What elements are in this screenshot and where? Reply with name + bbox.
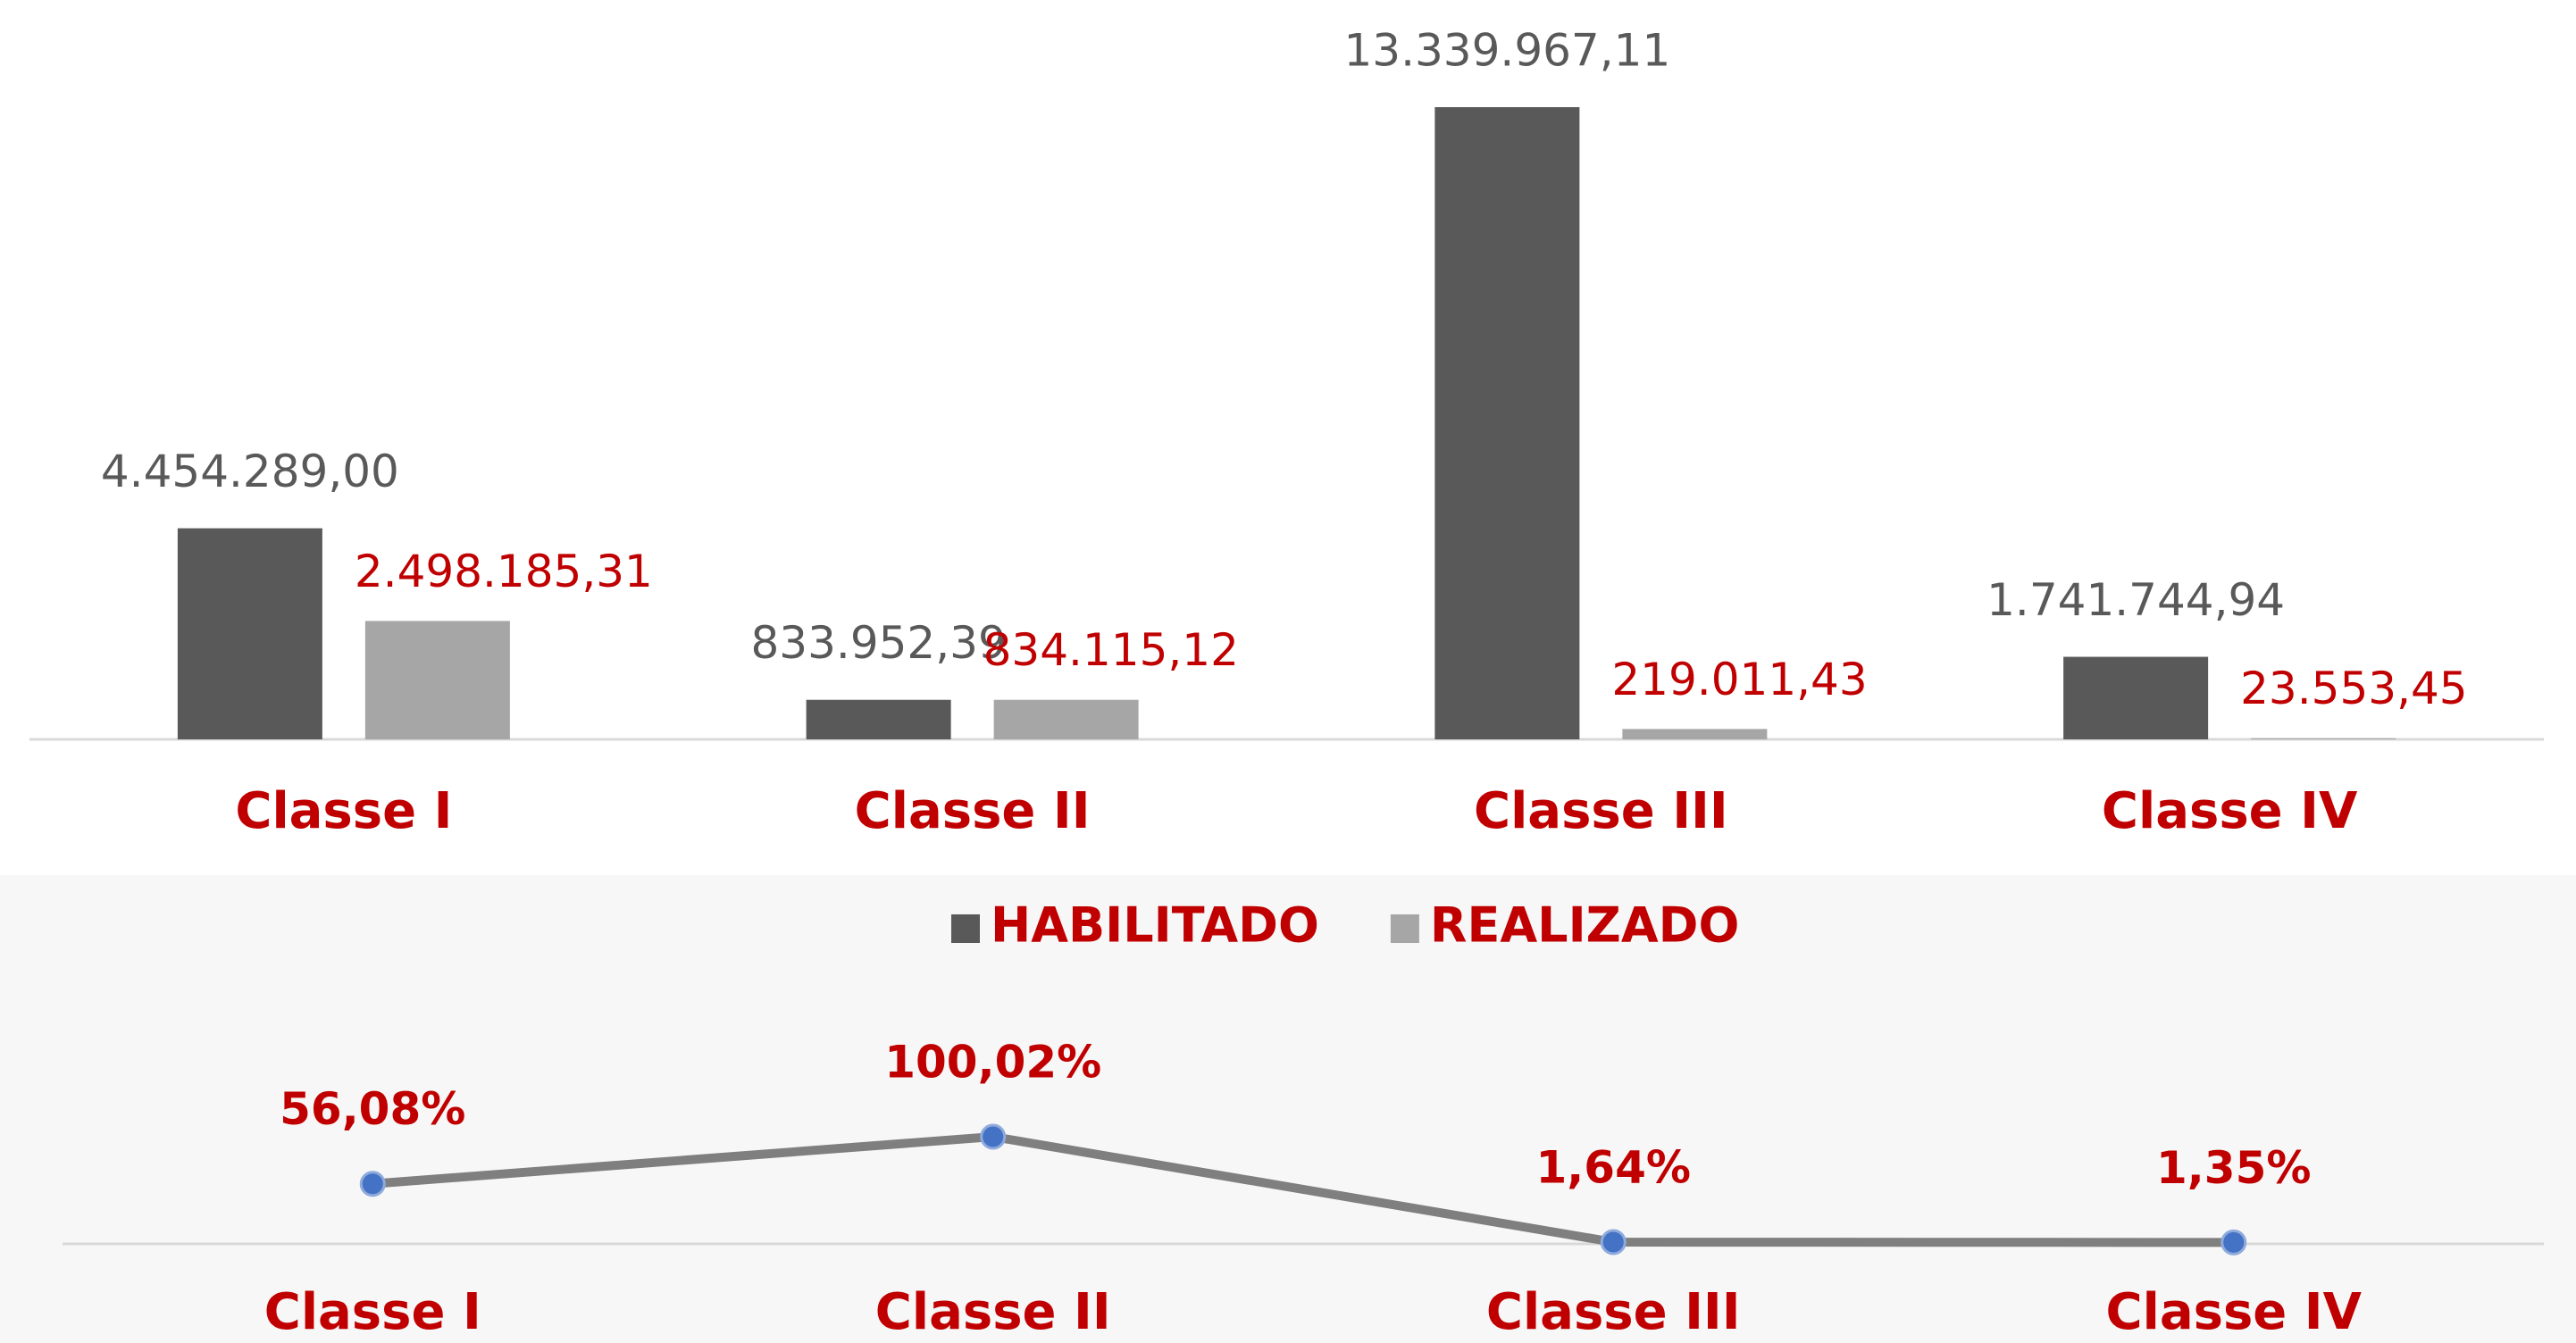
data-label: 56,08%	[280, 1083, 465, 1135]
data-label: 219.011,43	[1611, 654, 1867, 705]
data-label: 1,64%	[1536, 1142, 1691, 1194]
marker	[359, 1171, 386, 1197]
x-tick-label: Classe II	[875, 1283, 1111, 1341]
bar	[1622, 729, 1768, 739]
data-label: 100,02%	[884, 1037, 1101, 1089]
marker	[1600, 1229, 1627, 1255]
bar	[806, 699, 951, 739]
data-label: 834.115,12	[983, 624, 1239, 676]
data-label: 4.454.289,00	[101, 446, 399, 497]
legend-label: REALIZADO	[1430, 897, 1739, 954]
legend-swatch	[1390, 914, 1419, 943]
data-label: 833.952,39	[750, 617, 1006, 669]
legend-label: HABILITADO	[991, 897, 1319, 954]
bar	[177, 528, 322, 739]
bar	[993, 699, 1139, 739]
line	[372, 1132, 2234, 1247]
x-tick-label: Classe III	[1474, 782, 1728, 840]
bar	[1434, 107, 1580, 739]
x-tick-label: Classe I	[264, 1283, 481, 1341]
data-label: 23.553,45	[2240, 663, 2467, 714]
legend-swatch	[951, 914, 980, 943]
data-label: 1.741.744,94	[1986, 574, 2285, 626]
x-tick-label: Classe I	[235, 782, 452, 840]
x-tick-label: Classe IV	[2106, 1283, 2363, 1341]
bar	[364, 621, 510, 739]
lower-background	[0, 875, 2576, 1343]
data-label: 13.339.967,11	[1343, 25, 1670, 77]
x-tick-label: Classe IV	[2102, 782, 2358, 840]
data-label: 1,35%	[2156, 1142, 2311, 1194]
marker	[980, 1123, 1007, 1150]
bar	[2063, 656, 2209, 739]
marker	[2221, 1229, 2247, 1255]
data-label: 2.498.185,31	[355, 546, 653, 597]
x-tick-label: Classe III	[1486, 1283, 1741, 1341]
x-tick-label: Classe II	[855, 782, 1091, 840]
bar	[2251, 738, 2396, 739]
